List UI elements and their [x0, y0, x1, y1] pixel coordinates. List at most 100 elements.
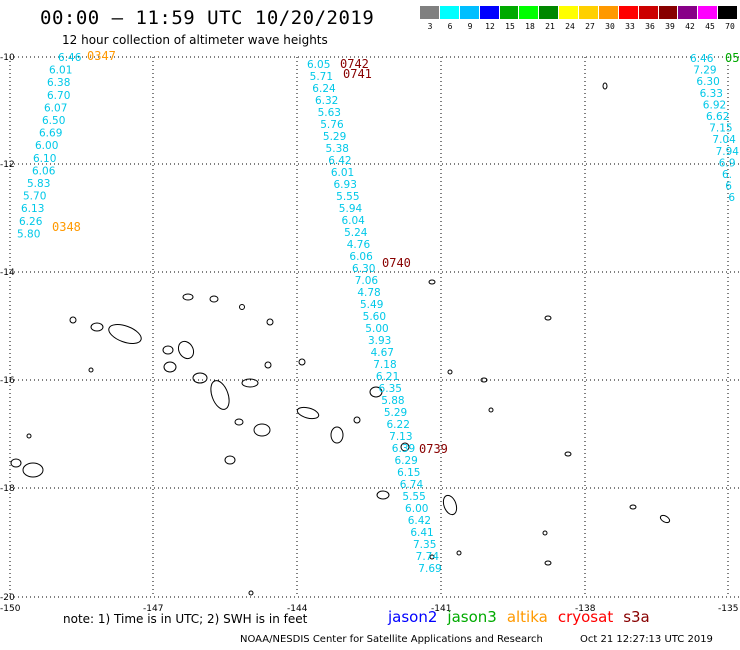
island-outline [248, 590, 254, 596]
wave-height-value: 4.76 [347, 239, 371, 251]
wave-height-value: 5.88 [381, 395, 404, 407]
pass-time-label: 0739 [419, 442, 448, 456]
legend-swatch-6 [539, 6, 560, 19]
legend-label: 6 [447, 22, 453, 31]
wave-height-value: 5.55 [336, 191, 359, 203]
legend-swatch-2 [459, 6, 480, 19]
island-outline [209, 295, 219, 303]
island-outline [88, 367, 94, 373]
legend-swatch-0 [420, 6, 440, 19]
lat-label: -20 [0, 593, 15, 603]
legend-label: 9 [467, 22, 473, 31]
island-outline [239, 304, 245, 310]
island-outline [659, 514, 671, 524]
wave-height-value: 7.74 [416, 551, 440, 563]
lon-label: -144 [287, 604, 308, 614]
wave-height-value: 6.30 [696, 76, 719, 88]
island-outline [177, 340, 195, 360]
wave-height-value: 6.26 [19, 216, 43, 228]
legend-swatch-12 [658, 6, 679, 19]
pass-time-label: 0740 [382, 256, 411, 270]
satellite-jason2: jason2 [388, 608, 438, 626]
wave-height-value: 6.22 [387, 419, 410, 431]
pass-time-label: 0348 [52, 220, 81, 234]
legend-label: 27 [585, 22, 595, 31]
island-outline [163, 361, 177, 373]
pass-time-label: 0741 [343, 67, 372, 81]
legend-swatch-4 [499, 6, 520, 19]
island-outline [428, 279, 436, 285]
legend-swatch-3 [479, 6, 500, 19]
pass-time-label: 0742 [340, 57, 369, 71]
wave-height-value: 6. [722, 169, 732, 181]
wave-height-value: 6.41 [410, 527, 433, 539]
legend-label: 15 [505, 22, 515, 31]
wave-height-value: 5.29 [323, 131, 346, 143]
wave-height-value: 6.74 [400, 479, 424, 491]
wave-height-value: 7.94 [716, 146, 740, 158]
legend-label: 36 [645, 22, 655, 31]
wave-height-value: 6.93 [334, 179, 357, 191]
legend-swatch-8 [579, 6, 599, 19]
legend-label: 70 [725, 22, 735, 31]
legend-swatch-14 [698, 6, 719, 19]
legend-label: 39 [665, 22, 675, 31]
wave-height-value: 6.9 [719, 157, 736, 169]
legend-swatches [420, 6, 738, 19]
satellite-jason3: jason3 [447, 608, 497, 626]
legend-label: 12 [485, 22, 495, 31]
legend-swatch-1 [439, 6, 460, 19]
satellite-altika: altika [506, 608, 548, 626]
wave-height-value: 6.00 [35, 140, 58, 152]
map-subtitle: 12 hour collection of altimeter wave hei… [62, 33, 328, 47]
wave-height-value: 7.06 [355, 275, 379, 287]
island-outline [264, 361, 272, 369]
legend-swatch-5 [519, 6, 540, 19]
lon-label: -138 [575, 604, 596, 614]
wave-height-value: 6.24 [312, 83, 336, 95]
wave-height-value: 6.38 [47, 77, 70, 89]
wave-height-value: 6.30 [352, 263, 375, 275]
wave-height-value: 5.83 [27, 178, 50, 190]
wave-height-value: 6.46 [690, 53, 714, 65]
wave-height-value: 5.76 [320, 119, 344, 131]
wave-height-value: 6.21 [376, 371, 399, 383]
island-outline [330, 426, 344, 444]
legend-swatch-7 [559, 6, 579, 19]
island-outline [108, 323, 142, 345]
island-outline [90, 322, 104, 332]
island-outline [234, 418, 244, 426]
satellite-s3a: s3a [623, 608, 650, 626]
wave-height-value: 5.55 [402, 491, 425, 503]
island-outline [182, 293, 194, 301]
lat-label: -12 [0, 160, 15, 170]
island-outline [542, 530, 548, 536]
axis-labels: -10 -12 -14 -16 -18 -20-150 -147 -144 -141 -138 -1… [0, 53, 738, 614]
island-outline [253, 423, 271, 437]
wave-height-value: 7.18 [373, 359, 396, 371]
wave-height-tracks: 6.466.016.386.706.076.506.696.006.106.06… [17, 52, 739, 575]
island-outline [442, 494, 458, 516]
island-outline [266, 318, 274, 326]
wave-height-value: 7.15 [709, 123, 732, 135]
wave-height-value: 6.29 [394, 455, 417, 467]
legend-label: 30 [605, 22, 615, 31]
island-outline [241, 378, 259, 388]
lat-label: -16 [0, 376, 15, 386]
wave-height-value: 6.35 [379, 383, 402, 395]
island-outline [296, 406, 320, 420]
legend-label: 18 [525, 22, 535, 31]
island-outline [376, 490, 390, 500]
wave-height-value: 6.42 [408, 515, 431, 527]
island-outline [447, 369, 453, 375]
legend-label: 21 [545, 22, 555, 31]
wave-height-value: 6.42 [328, 155, 351, 167]
wave-height-value: 5.00 [365, 323, 388, 335]
wave-height-value: 5.29 [384, 407, 407, 419]
wave-height-value: 7.04 [712, 134, 736, 146]
wave-height-value: 6.07 [44, 102, 67, 114]
island-outline [69, 316, 77, 324]
